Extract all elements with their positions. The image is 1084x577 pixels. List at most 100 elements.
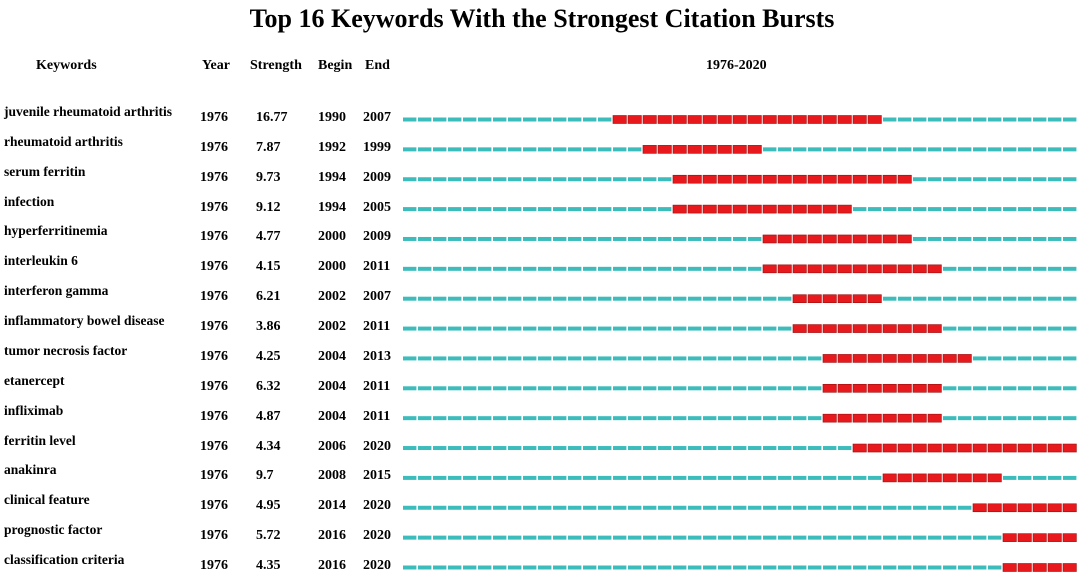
- timeline-segment: [718, 446, 732, 451]
- timeline-segment: [658, 296, 672, 301]
- timeline-segment: [718, 505, 732, 510]
- timeline-segment: [1018, 326, 1032, 331]
- burst-segment: [807, 324, 822, 333]
- timeline-segment: [853, 565, 867, 570]
- timeline-segment: [673, 416, 687, 421]
- timeline-segment: [1003, 266, 1017, 271]
- timeline-segment: [763, 446, 777, 451]
- timeline-segment: [433, 446, 447, 451]
- timeline-segment: [1003, 296, 1017, 301]
- burst-segment: [882, 174, 897, 184]
- timeline-segment: [943, 535, 957, 540]
- timeline-segment: [433, 386, 447, 391]
- timeline-segment: [613, 236, 627, 241]
- timeline-segment: [523, 565, 537, 570]
- timeline-segment: [448, 147, 462, 152]
- timeline-segment: [1018, 266, 1032, 271]
- burst-segment: [822, 264, 837, 274]
- timeline-segment: [1003, 177, 1017, 182]
- strength-cell: 9.7: [256, 468, 274, 484]
- timeline-segment: [583, 416, 597, 421]
- timeline-segment: [583, 475, 597, 480]
- timeline-segment: [568, 505, 582, 510]
- timeline-segment: [1033, 147, 1047, 152]
- timeline-segment: [478, 416, 492, 421]
- timeline-segment: [988, 326, 1002, 331]
- timeline-segment: [523, 535, 537, 540]
- timeline-segment: [478, 177, 492, 182]
- burst-segment: [882, 354, 897, 363]
- timeline-segment: [583, 326, 597, 331]
- timeline-segment: [448, 266, 462, 271]
- timeline-segment: [748, 446, 762, 451]
- burst-segment: [867, 443, 882, 453]
- timeline-segment: [868, 565, 882, 570]
- burst-segment: [852, 324, 867, 333]
- timeline-segment: [1003, 326, 1017, 331]
- burst-segment: [927, 324, 942, 333]
- timeline-segment: [658, 356, 672, 361]
- timeline-segment: [628, 356, 642, 361]
- timeline-segment: [1063, 326, 1077, 331]
- end-cell: 2013: [363, 348, 391, 364]
- timeline-segment: [898, 147, 912, 152]
- timeline-segment: [538, 207, 552, 212]
- burst-segment: [1002, 563, 1017, 572]
- timeline-segment: [1048, 147, 1062, 152]
- burst-segment: [732, 145, 747, 154]
- burst-segment: [867, 324, 882, 333]
- timeline-segment: [673, 446, 687, 451]
- timeline-segment: [748, 266, 762, 271]
- timeline-segment: [973, 177, 987, 182]
- timeline-segment: [733, 296, 747, 301]
- timeline-segment: [538, 416, 552, 421]
- timeline-segment: [478, 356, 492, 361]
- timeline-segment: [553, 416, 567, 421]
- timeline-segment: [523, 446, 537, 451]
- burst-segment: [912, 264, 927, 274]
- timeline-segment: [1048, 326, 1062, 331]
- timeline-segment: [493, 505, 507, 510]
- timeline-segment: [958, 535, 972, 540]
- timeline-segment: [733, 236, 747, 241]
- keyword-cell: infection: [4, 193, 55, 209]
- timeline-segment: [958, 386, 972, 391]
- timeline-segment: [538, 117, 552, 122]
- timeline-segment: [808, 356, 822, 361]
- timeline-segment: [508, 535, 522, 540]
- end-cell: 2007: [363, 289, 391, 305]
- timeline-segment: [568, 266, 582, 271]
- burst-segment: [897, 234, 912, 244]
- burst-segment: [912, 354, 927, 363]
- burst-segment: [807, 264, 822, 274]
- timeline-segment: [733, 356, 747, 361]
- timeline-segment: [598, 475, 612, 480]
- timeline-segment: [973, 236, 987, 241]
- timeline-segment: [763, 505, 777, 510]
- timeline-segment: [763, 416, 777, 421]
- burst-segment: [897, 264, 912, 274]
- timeline-segment: [658, 177, 672, 182]
- timeline-segment: [658, 207, 672, 212]
- timeline-segment: [493, 207, 507, 212]
- end-cell: 2020: [363, 528, 391, 544]
- timeline-segment: [628, 565, 642, 570]
- header-year: Year: [202, 58, 230, 73]
- timeline-segment: [943, 505, 957, 510]
- year-cell: 1976: [200, 259, 228, 275]
- timeline-segment: [928, 117, 942, 122]
- burst-segment: [687, 145, 702, 154]
- year-cell: 1976: [200, 528, 228, 544]
- timeline-segment: [1063, 416, 1077, 421]
- timeline-segment: [478, 446, 492, 451]
- timeline-segment: [823, 565, 837, 570]
- begin-cell: 2004: [318, 378, 346, 394]
- timeline-segment: [673, 266, 687, 271]
- header-end: End: [365, 58, 390, 73]
- year-cell: 1976: [200, 438, 228, 454]
- begin-cell: 2000: [318, 259, 346, 275]
- timeline-segment: [988, 207, 1002, 212]
- timeline-segment: [448, 565, 462, 570]
- timeline-segment: [643, 296, 657, 301]
